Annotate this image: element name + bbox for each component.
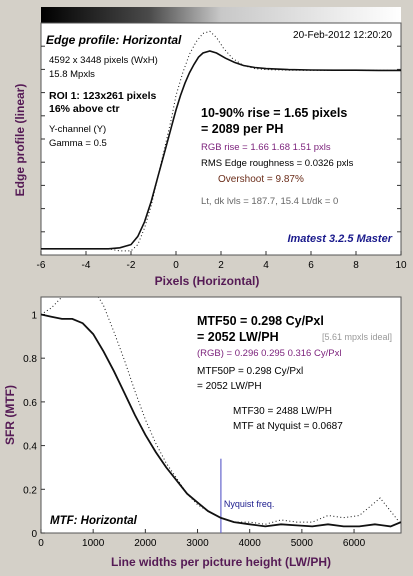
mtf50p-lwph: = 2052 LW/PH [197,381,262,392]
edge-ylabel: Edge profile (linear) [13,84,27,197]
levels: Lt, dk lvls = 187.7, 15.4 Lt/dk = 0 [201,196,338,207]
mtf-xlabel: Line widths per picture height (LW/PH) [111,555,331,569]
ideal-mpxls: [5.61 mpxls ideal] [322,332,392,342]
edge-xtick-label: 2 [218,260,224,271]
edge-xtick-label: 8 [353,260,359,271]
imatest-watermark: Imatest 3.2.5 Master [287,233,392,245]
gamma-label: Gamma = 0.5 [49,138,107,149]
mtf-xtick-label: 5000 [291,538,314,549]
mtf30: MTF30 = 2488 LW/PH [233,406,332,417]
mtf-ytick-label: 0.4 [23,442,37,453]
mtf-ytick-label: 0.8 [23,354,37,365]
mtf-xtick-label: 6000 [343,538,366,549]
mtf-at-nyquist: MTF at Nyquist = 0.0687 [233,421,343,432]
edge-info-mpx: 15.8 Mpxls [49,69,95,80]
overshoot: Overshoot = 9.87% [218,174,304,185]
mtf-panel: 0 1000 2000 3000 4000 5000 600000.20.40.60.81 … [3,296,402,569]
mtf50-lwph: = 2052 LW/PH [197,330,279,344]
rgb-rise: RGB rise = 1.66 1.68 1.51 pxls [201,142,331,153]
mtf-xtick-label: 3000 [186,538,209,549]
edge-roughness: RMS Edge roughness = 0.0326 pxls [201,158,354,169]
edge-gradient-strip [41,7,401,23]
mtf-xtick-label: 0 [38,538,44,549]
edge-xtick-label: 6 [308,260,314,271]
roi-position: 16% above ctr [49,103,120,115]
edge-plot-area [40,22,402,256]
edge-xtick-label: 0 [173,260,179,271]
edge-xlabel: Pixels (Horizontal) [155,274,260,288]
edge-curve-solid [41,50,401,250]
rise-per-ph: = 2089 per PH [201,122,283,136]
edge-info-dims: 4592 x 3448 pixels (WxH) [49,55,158,66]
edge-xtick-label: -2 [127,260,136,271]
edge-xtick-label: -4 [82,260,91,271]
edge-datetime: 20-Feb-2012 12:20:20 [293,30,392,41]
mtf-xtick-label: 1000 [82,538,105,549]
rise-main: 10-90% rise = 1.65 pixels [201,106,347,120]
mtf50-main: MTF50 = 0.298 Cy/Pxl [197,314,324,328]
roi-size: ROI 1: 123x261 pixels [49,90,157,102]
edge-curve-dotted [41,30,401,252]
edge-profile-panel: -6 -4 -2 0 2 4 6 8 10 Edge profile: Horizontal 2… [13,7,407,288]
channel-label: Y-channel (Y) [49,124,106,135]
nyquist-label: Nyquist freq. [224,499,275,509]
mtf-ytick-label: 1 [31,310,37,321]
mtf-title: MTF: Horizontal [50,515,138,527]
mtf-ytick-label: 0.2 [23,485,37,496]
mtf50p: MTF50P = 0.298 Cy/Pxl [197,366,303,377]
edge-xtick-label: 10 [395,260,407,271]
mtf-ytick-label: 0 [31,529,37,540]
mtf-ylabel: SFR (MTF) [3,385,17,445]
mtf-ytick-label: 0.6 [23,398,37,409]
edge-xtick-label: -6 [37,260,46,271]
mtf-curve-solid [41,313,401,528]
edge-xtick-label: 4 [263,260,269,271]
mtf-xtick-label: 2000 [134,538,157,549]
rgb-mtf50: (RGB) = 0.296 0.295 0.316 Cy/Pxl [197,348,341,359]
edge-title: Edge profile: Horizontal [46,33,182,47]
mtf-xtick-label: 4000 [239,538,262,549]
